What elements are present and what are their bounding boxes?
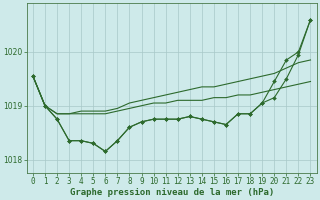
X-axis label: Graphe pression niveau de la mer (hPa): Graphe pression niveau de la mer (hPa) <box>69 188 274 197</box>
